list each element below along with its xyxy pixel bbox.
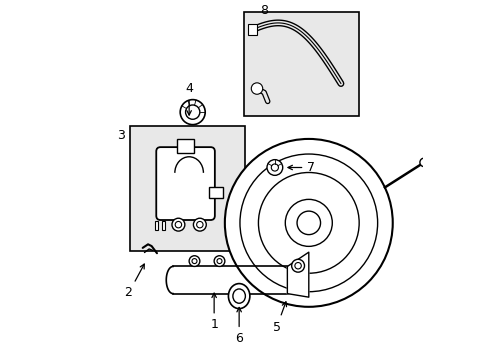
- Text: 8: 8: [260, 4, 267, 17]
- Text: 5: 5: [272, 321, 280, 334]
- Text: 1: 1: [210, 318, 218, 331]
- Circle shape: [224, 139, 392, 307]
- Circle shape: [266, 159, 282, 175]
- Circle shape: [192, 258, 197, 264]
- Circle shape: [285, 199, 332, 246]
- Bar: [244, 12, 358, 116]
- Bar: [208, 187, 223, 198]
- Text: 3: 3: [117, 129, 125, 142]
- Circle shape: [189, 256, 200, 266]
- Text: 7: 7: [306, 161, 314, 174]
- Circle shape: [419, 158, 427, 167]
- Bar: [162, 221, 165, 230]
- Text: 4: 4: [185, 82, 193, 95]
- Circle shape: [291, 259, 304, 272]
- Bar: [130, 126, 244, 251]
- Circle shape: [271, 164, 278, 171]
- Circle shape: [180, 100, 205, 125]
- Circle shape: [296, 211, 320, 235]
- Circle shape: [217, 258, 222, 264]
- Circle shape: [175, 221, 181, 228]
- Circle shape: [294, 262, 301, 269]
- Bar: [247, 24, 257, 35]
- Circle shape: [196, 221, 203, 228]
- Bar: [176, 139, 194, 153]
- Circle shape: [251, 83, 262, 94]
- Ellipse shape: [232, 289, 245, 303]
- Bar: [155, 221, 158, 230]
- FancyBboxPatch shape: [156, 147, 214, 220]
- Circle shape: [214, 256, 224, 266]
- Circle shape: [185, 105, 200, 119]
- Ellipse shape: [228, 284, 249, 309]
- Text: 2: 2: [124, 286, 132, 299]
- Polygon shape: [287, 252, 308, 297]
- Circle shape: [172, 218, 184, 231]
- Text: 6: 6: [235, 333, 243, 346]
- Circle shape: [193, 218, 206, 231]
